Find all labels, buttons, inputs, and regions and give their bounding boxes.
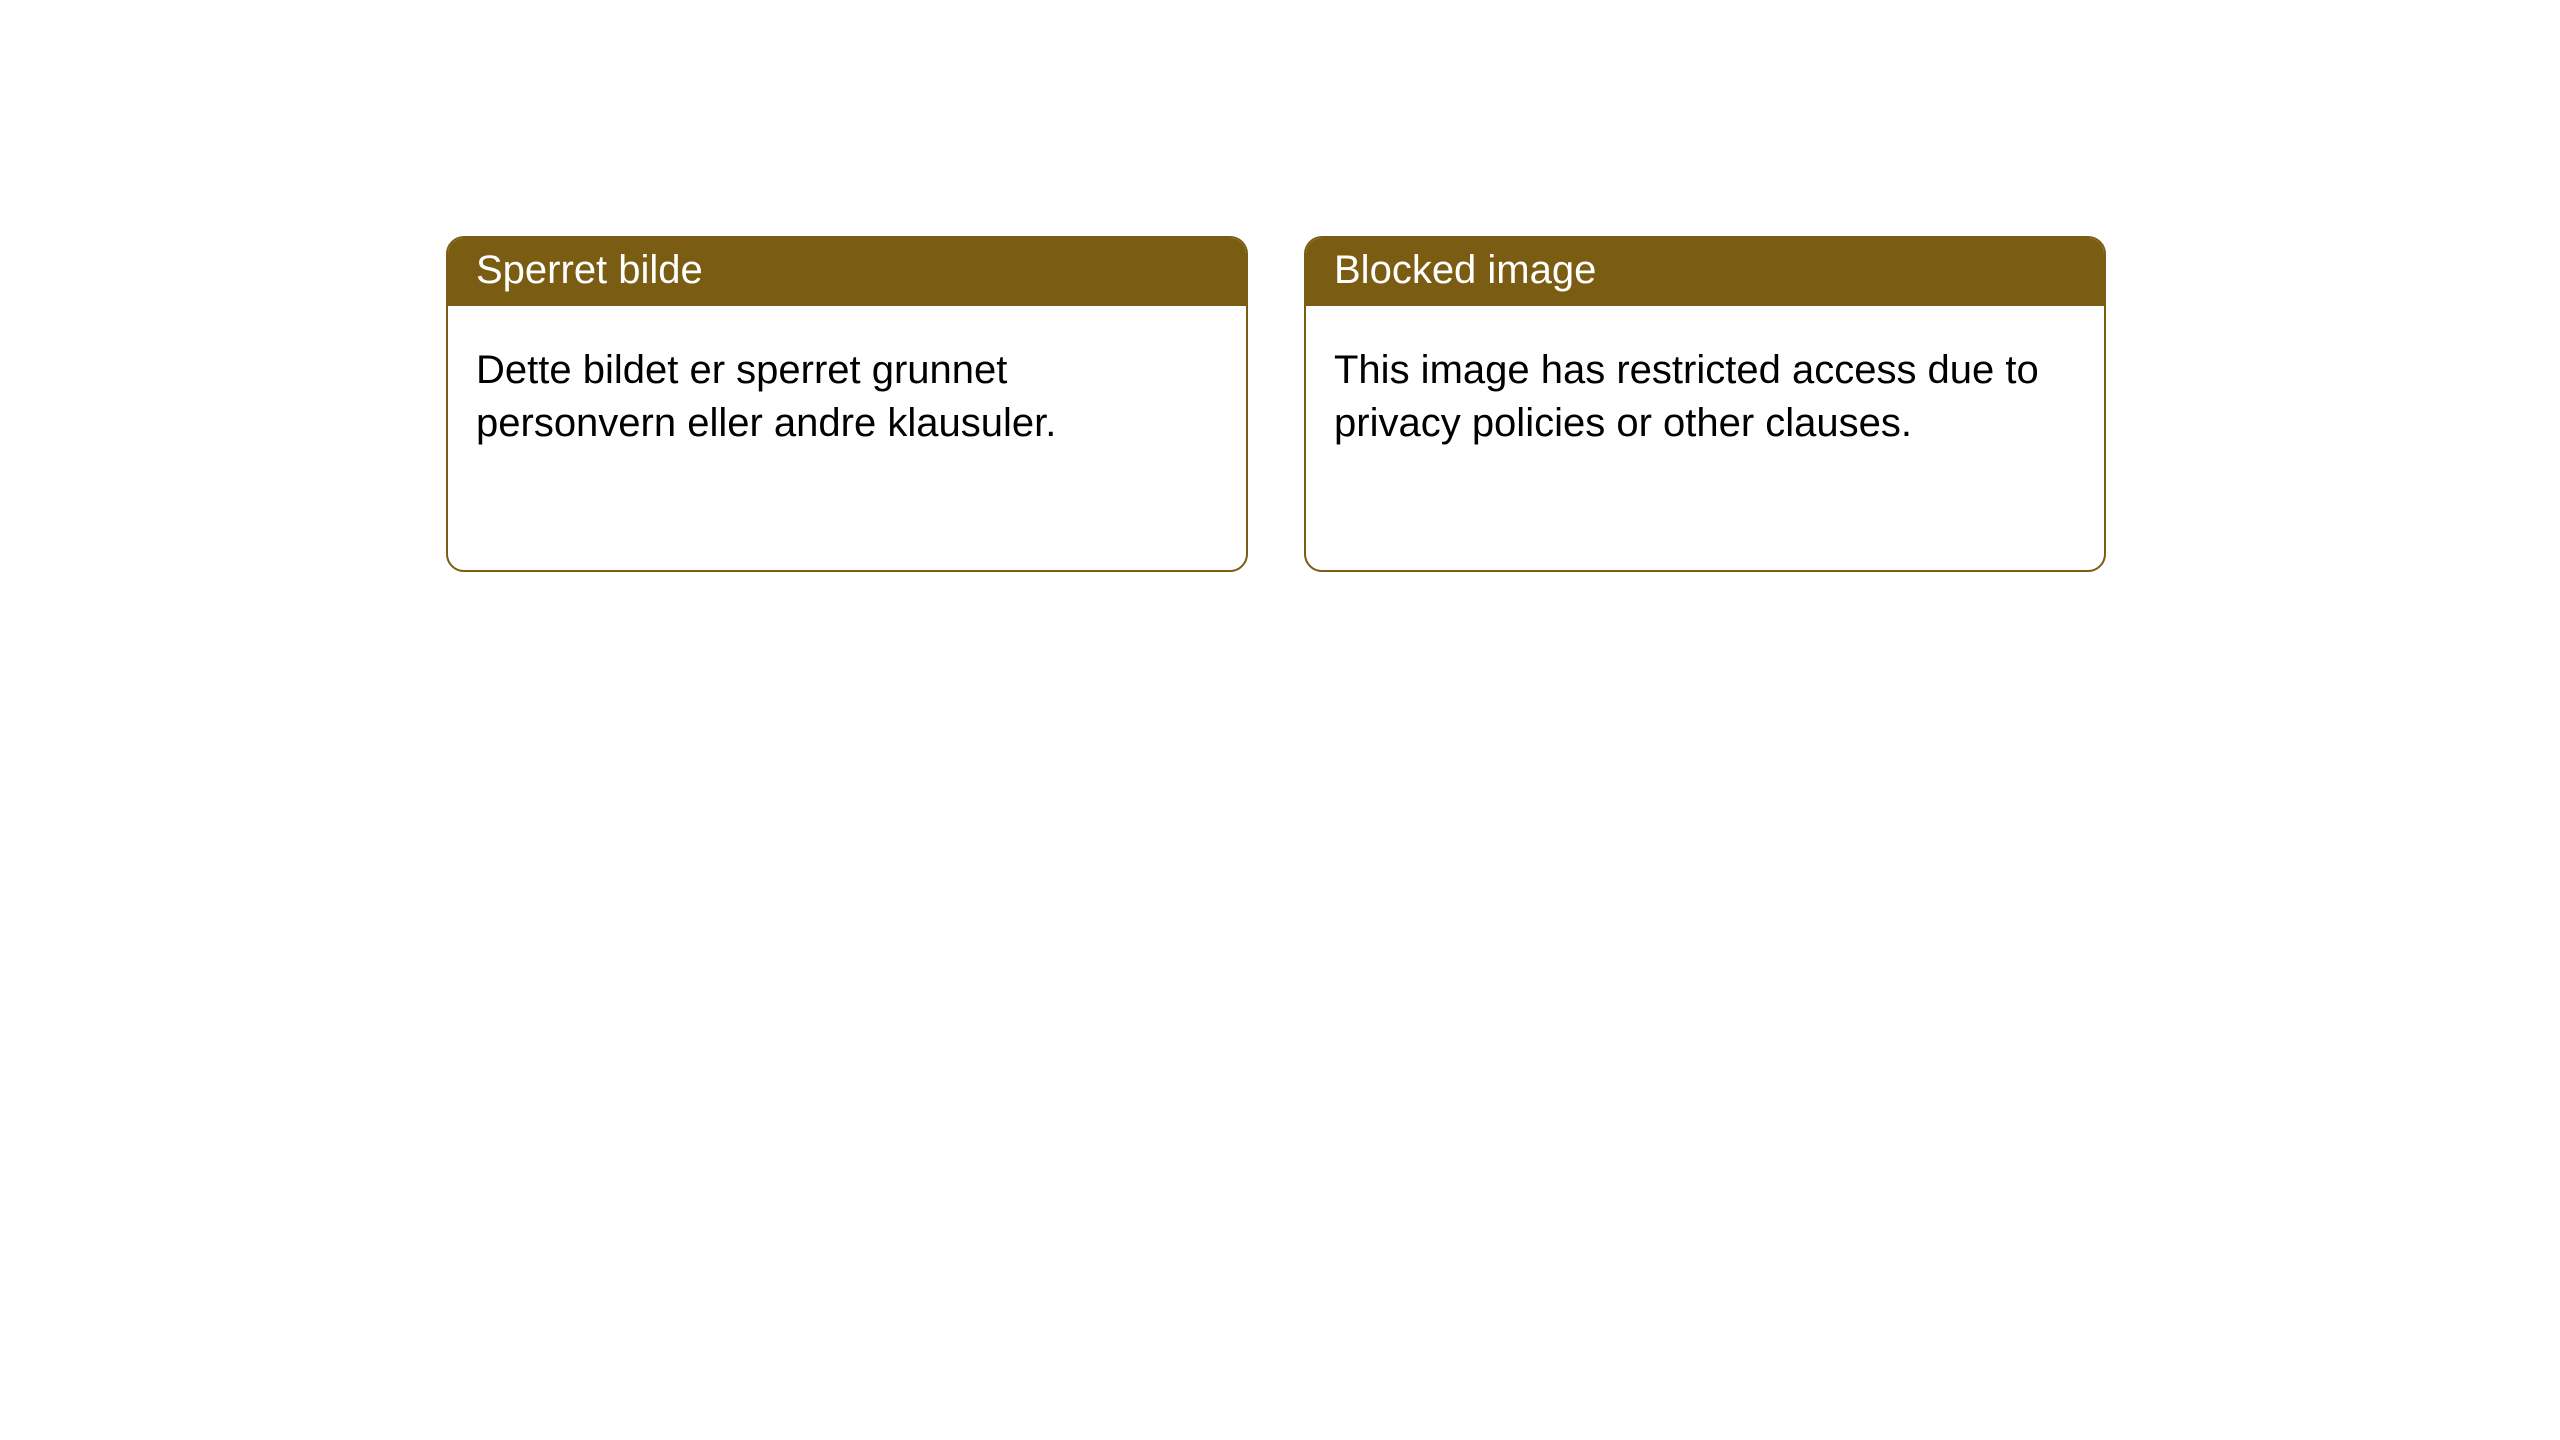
notice-title-en: Blocked image	[1306, 238, 2104, 306]
notice-card-no: Sperret bilde Dette bildet er sperret gr…	[446, 236, 1248, 572]
notice-card-en: Blocked image This image has restricted …	[1304, 236, 2106, 572]
notice-title-no: Sperret bilde	[448, 238, 1246, 306]
notice-body-no: Dette bildet er sperret grunnet personve…	[448, 306, 1246, 470]
notice-body-en: This image has restricted access due to …	[1306, 306, 2104, 470]
notice-container: Sperret bilde Dette bildet er sperret gr…	[0, 0, 2560, 572]
